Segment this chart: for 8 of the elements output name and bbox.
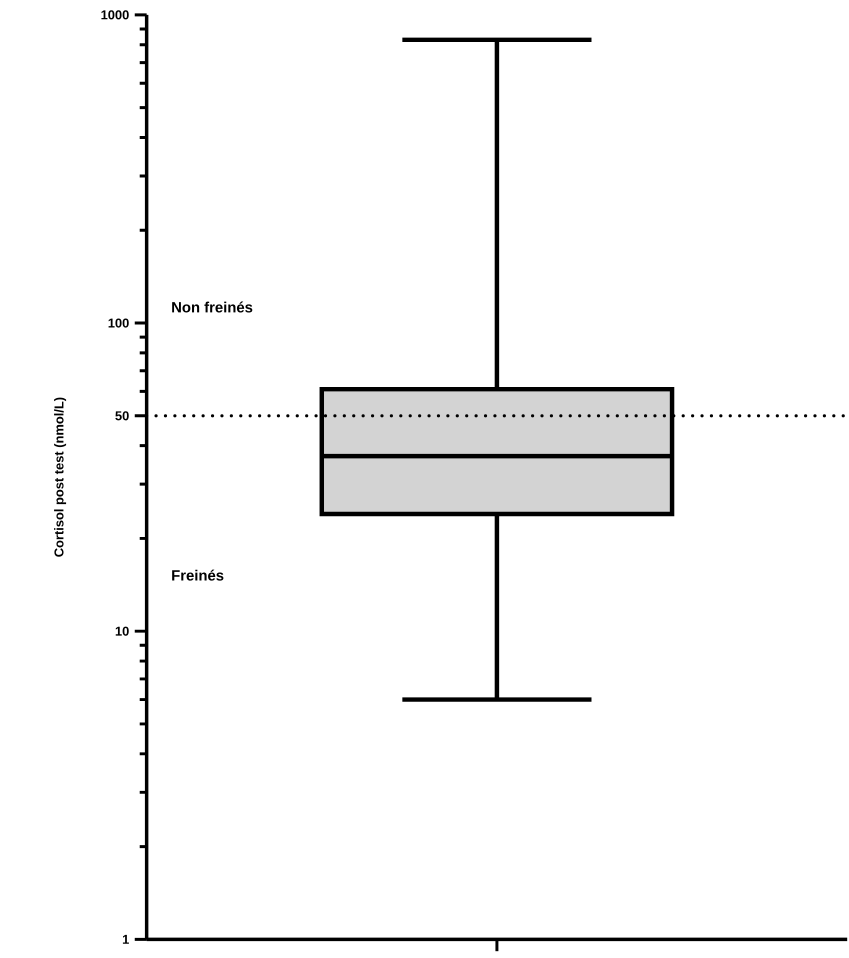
y-tick-label: 10 xyxy=(116,626,129,636)
y-tick-label: 50 xyxy=(115,411,129,420)
y-tick-label: 1 xyxy=(122,934,129,944)
y-axis-title: Cortisol post test (nmol/L) xyxy=(54,398,66,557)
annotation: Freinés xyxy=(172,570,224,581)
annotation: Non freinés xyxy=(172,301,252,313)
y-tick-label: 100 xyxy=(108,318,129,328)
y-tick-label: 1000 xyxy=(101,10,129,20)
